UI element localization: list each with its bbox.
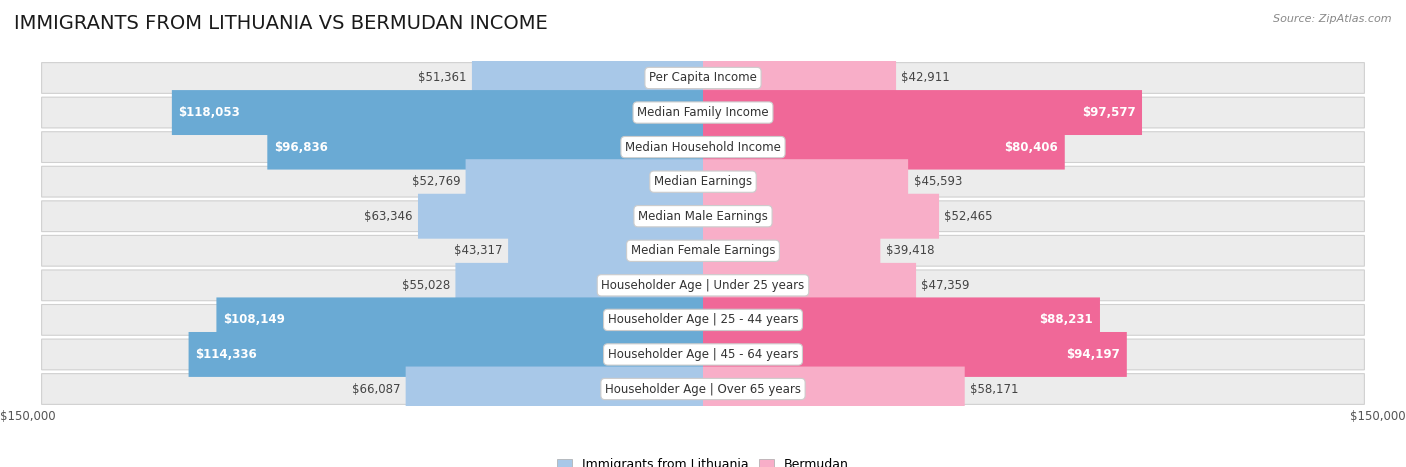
Text: $96,836: $96,836 (274, 141, 328, 154)
Text: $43,317: $43,317 (454, 244, 503, 257)
FancyBboxPatch shape (188, 332, 703, 377)
Text: Householder Age | 25 - 44 years: Householder Age | 25 - 44 years (607, 313, 799, 326)
Text: $39,418: $39,418 (886, 244, 934, 257)
FancyBboxPatch shape (42, 235, 1364, 266)
Text: IMMIGRANTS FROM LITHUANIA VS BERMUDAN INCOME: IMMIGRANTS FROM LITHUANIA VS BERMUDAN IN… (14, 14, 548, 33)
Text: $47,359: $47,359 (921, 279, 970, 292)
Text: $88,231: $88,231 (1039, 313, 1094, 326)
FancyBboxPatch shape (42, 201, 1364, 232)
FancyBboxPatch shape (508, 228, 703, 273)
Text: Per Capita Income: Per Capita Income (650, 71, 756, 85)
FancyBboxPatch shape (42, 63, 1364, 93)
Text: Median Family Income: Median Family Income (637, 106, 769, 119)
Text: $51,361: $51,361 (418, 71, 467, 85)
FancyBboxPatch shape (267, 125, 703, 170)
Text: Median Household Income: Median Household Income (626, 141, 780, 154)
FancyBboxPatch shape (42, 97, 1364, 128)
FancyBboxPatch shape (456, 263, 703, 308)
FancyBboxPatch shape (703, 367, 965, 411)
Text: $58,171: $58,171 (970, 382, 1018, 396)
Text: $45,593: $45,593 (914, 175, 962, 188)
FancyBboxPatch shape (703, 228, 880, 273)
FancyBboxPatch shape (472, 56, 703, 100)
FancyBboxPatch shape (703, 90, 1142, 135)
Text: Householder Age | 45 - 64 years: Householder Age | 45 - 64 years (607, 348, 799, 361)
Text: $52,769: $52,769 (412, 175, 460, 188)
Text: Householder Age | Over 65 years: Householder Age | Over 65 years (605, 382, 801, 396)
FancyBboxPatch shape (42, 132, 1364, 163)
FancyBboxPatch shape (465, 159, 703, 204)
Text: Median Female Earnings: Median Female Earnings (631, 244, 775, 257)
Text: $118,053: $118,053 (179, 106, 240, 119)
Text: $55,028: $55,028 (402, 279, 450, 292)
FancyBboxPatch shape (418, 194, 703, 239)
FancyBboxPatch shape (172, 90, 703, 135)
Text: Source: ZipAtlas.com: Source: ZipAtlas.com (1274, 14, 1392, 24)
Text: $42,911: $42,911 (901, 71, 950, 85)
Legend: Immigrants from Lithuania, Bermudan: Immigrants from Lithuania, Bermudan (553, 453, 853, 467)
FancyBboxPatch shape (703, 297, 1099, 342)
Text: $52,465: $52,465 (945, 210, 993, 223)
FancyBboxPatch shape (42, 270, 1364, 301)
FancyBboxPatch shape (703, 125, 1064, 170)
Text: Median Earnings: Median Earnings (654, 175, 752, 188)
FancyBboxPatch shape (703, 263, 917, 308)
FancyBboxPatch shape (406, 367, 703, 411)
FancyBboxPatch shape (703, 332, 1126, 377)
Text: $114,336: $114,336 (195, 348, 257, 361)
FancyBboxPatch shape (42, 304, 1364, 335)
FancyBboxPatch shape (42, 339, 1364, 370)
FancyBboxPatch shape (703, 159, 908, 204)
Text: $97,577: $97,577 (1081, 106, 1135, 119)
Text: $80,406: $80,406 (1004, 141, 1057, 154)
Text: Median Male Earnings: Median Male Earnings (638, 210, 768, 223)
FancyBboxPatch shape (217, 297, 703, 342)
Text: $63,346: $63,346 (364, 210, 412, 223)
FancyBboxPatch shape (703, 194, 939, 239)
FancyBboxPatch shape (703, 56, 896, 100)
Text: $108,149: $108,149 (224, 313, 285, 326)
Text: Householder Age | Under 25 years: Householder Age | Under 25 years (602, 279, 804, 292)
Text: $94,197: $94,197 (1066, 348, 1121, 361)
FancyBboxPatch shape (42, 166, 1364, 197)
FancyBboxPatch shape (42, 374, 1364, 404)
Text: $66,087: $66,087 (352, 382, 401, 396)
